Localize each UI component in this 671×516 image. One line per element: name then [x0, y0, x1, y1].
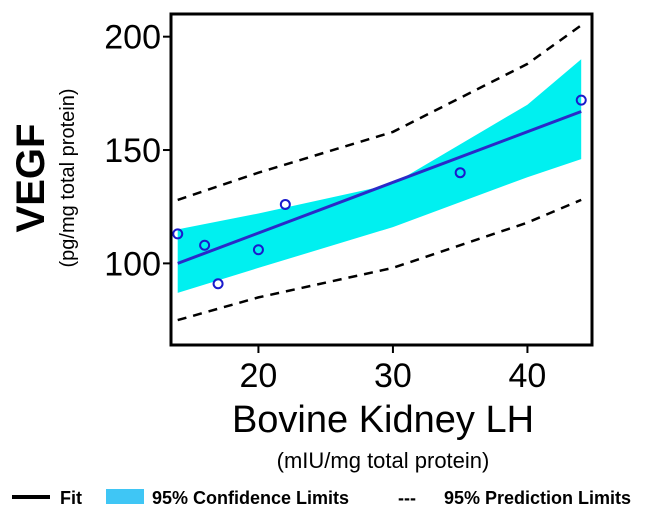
- prediction-limit-lower: [177, 198, 582, 322]
- x-tick-label: 40: [509, 357, 547, 395]
- y-axis-subtitle: (pg/mg total protein): [57, 89, 79, 268]
- prediction-limits-layer: [177, 24, 582, 322]
- legend-prediction-symbol: ---: [398, 488, 416, 508]
- x-axis-title: Bovine Kidney LH: [232, 399, 534, 441]
- data-point: [199, 239, 211, 251]
- y-tick-label: 100: [104, 245, 161, 283]
- x-tick-label: 20: [240, 357, 278, 395]
- plot-frame: [169, 12, 594, 347]
- y-tick-label: 150: [104, 132, 161, 170]
- data-point: [252, 244, 264, 256]
- y-axis-ticks: 100 150 200: [104, 19, 171, 283]
- fit-line: [177, 110, 582, 265]
- legend-confidence-swatch: [106, 489, 144, 504]
- x-axis-subtitle: (mIU/mg total protein): [277, 448, 490, 473]
- data-point: [454, 167, 466, 179]
- x-tick-label: 30: [374, 357, 412, 395]
- legend-fit-label: Fit: [60, 488, 82, 508]
- y-tick-label: 200: [104, 19, 161, 57]
- x-axis-ticks: 20 30 40: [240, 345, 547, 395]
- y-axis-title: VEGF: [9, 124, 53, 233]
- data-point: [279, 198, 291, 210]
- legend-confidence-label: 95% Confidence Limits: [152, 488, 349, 508]
- legend-prediction-label: 95% Prediction Limits: [444, 488, 631, 508]
- data-point: [212, 278, 224, 290]
- data-point: [575, 94, 587, 106]
- data-point: [172, 228, 184, 240]
- data-points-layer: [172, 94, 587, 290]
- confidence-band-layer: [177, 59, 582, 293]
- legend: Fit 95% Confidence Limits --- 95% Predic…: [12, 488, 631, 508]
- confidence-band: [177, 59, 582, 293]
- fit-line-layer: [177, 110, 582, 265]
- prediction-limit-upper: [177, 24, 582, 202]
